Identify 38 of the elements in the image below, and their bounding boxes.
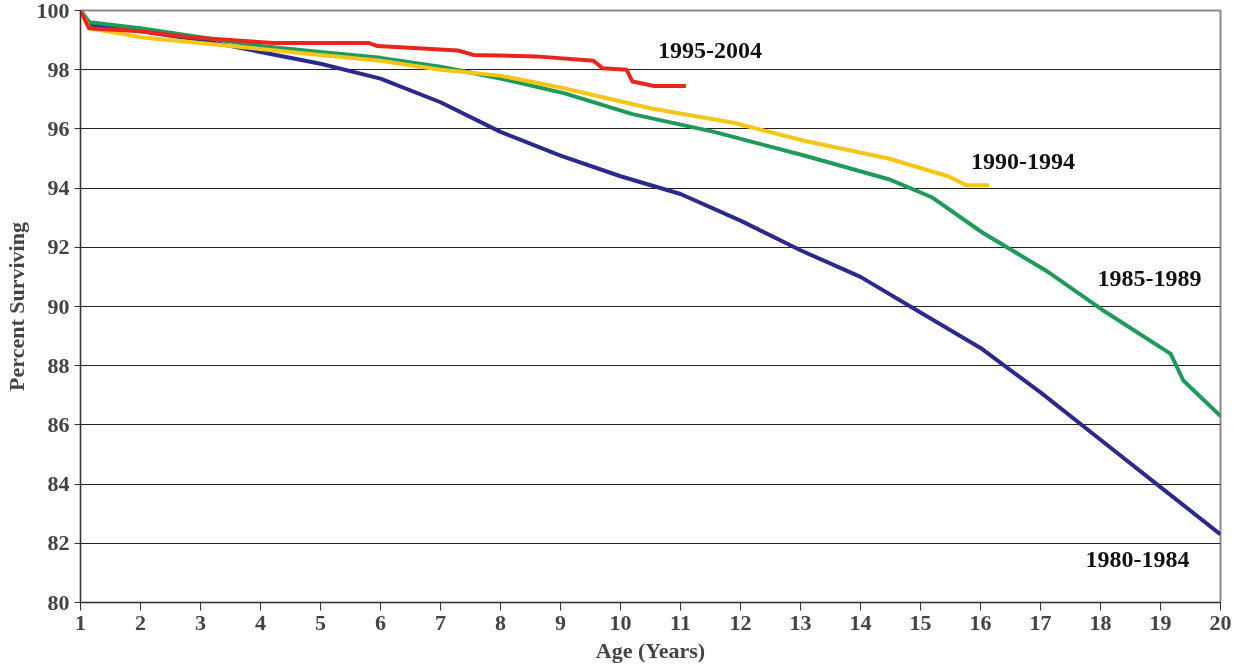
y-tick-label: 98 bbox=[47, 56, 70, 82]
series-label: 1980-1984 bbox=[1085, 545, 1190, 572]
x-tick-label: 4 bbox=[255, 609, 266, 635]
y-tick-label: 100 bbox=[36, 0, 70, 23]
x-tick-label: 19 bbox=[1149, 609, 1172, 635]
x-tick-label: 20 bbox=[1209, 609, 1232, 635]
line-series bbox=[80, 10, 1221, 419]
x-tick-label: 2 bbox=[135, 609, 146, 635]
x-tick-label: 15 bbox=[909, 609, 932, 635]
x-axis-title: Age (Years) bbox=[595, 637, 706, 663]
y-tick-label: 86 bbox=[47, 411, 70, 437]
y-tick-label: 82 bbox=[47, 530, 70, 556]
x-tick-label: 8 bbox=[495, 609, 506, 635]
x-tick-label: 18 bbox=[1089, 609, 1112, 635]
y-axis-title: Percent Surviving bbox=[3, 222, 29, 391]
x-tick-label: 7 bbox=[435, 609, 446, 635]
x-tick-label: 14 bbox=[849, 609, 872, 635]
y-tick-label: 94 bbox=[47, 175, 70, 201]
x-tick-label: 13 bbox=[789, 609, 812, 635]
x-tick-label: 3 bbox=[195, 609, 206, 635]
y-tick-label: 84 bbox=[47, 471, 70, 497]
x-tick-label: 10 bbox=[609, 609, 632, 635]
y-tick-label: 90 bbox=[47, 293, 70, 319]
series-label: 1995-2004 bbox=[657, 37, 762, 64]
y-tick-label: 80 bbox=[47, 589, 70, 615]
x-tick-label: 1 bbox=[75, 609, 86, 635]
x-tick-label: 5 bbox=[315, 609, 326, 635]
x-tick-label: 9 bbox=[555, 609, 566, 635]
x-tick-label: 6 bbox=[375, 609, 386, 635]
x-tick-label: 11 bbox=[670, 609, 691, 635]
series-label: 1990-1994 bbox=[970, 147, 1075, 174]
x-tick-label: 12 bbox=[729, 609, 752, 635]
y-tick-label: 92 bbox=[47, 234, 70, 260]
series-label: 1985-1989 bbox=[1097, 264, 1202, 291]
y-tick-label: 88 bbox=[47, 352, 70, 378]
x-tick-label: 16 bbox=[969, 609, 992, 635]
x-tick-label: 17 bbox=[1029, 609, 1052, 635]
y-tick-label: 96 bbox=[47, 115, 70, 141]
